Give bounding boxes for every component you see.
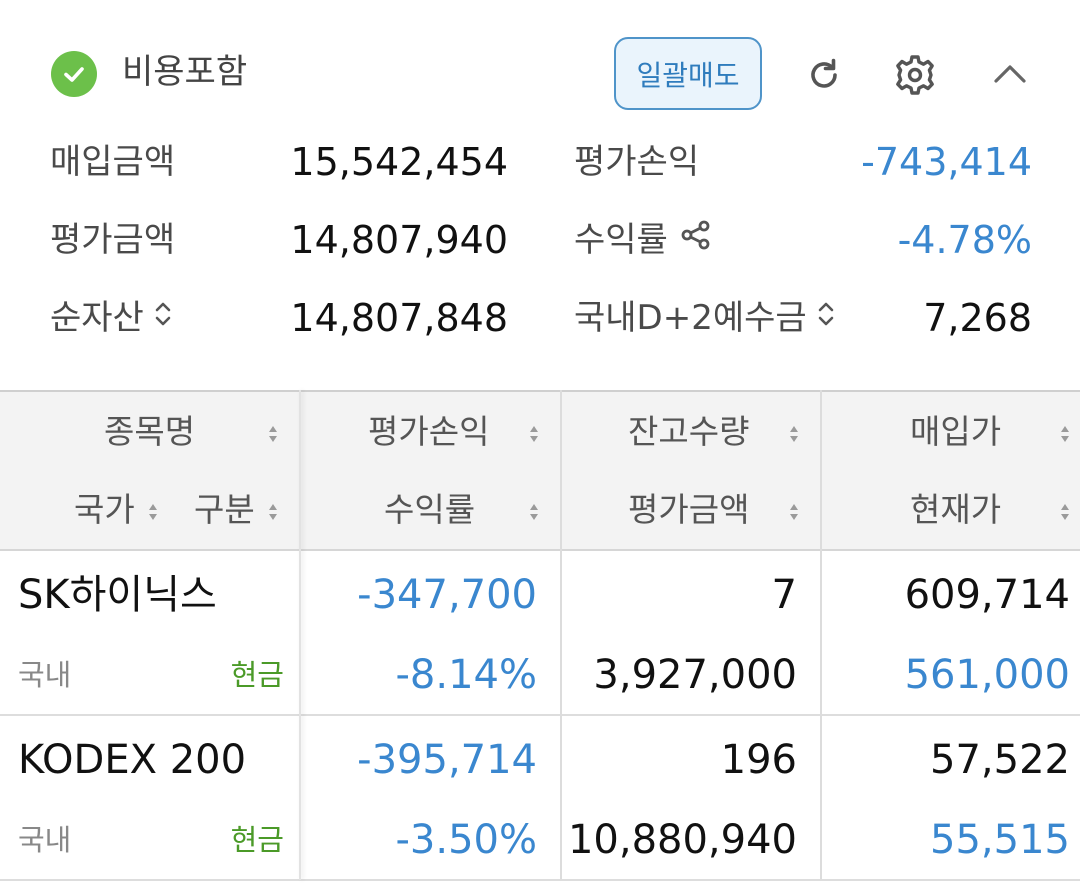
sort-icon[interactable]	[266, 422, 280, 446]
header-return-rate[interactable]: 수익률	[384, 490, 476, 529]
row-purchase-price: 609,714	[904, 572, 1070, 618]
row-current-price: 561,000	[904, 652, 1070, 698]
toggle-icon[interactable]	[817, 296, 835, 340]
include-fees-check-icon[interactable]	[51, 51, 97, 97]
share-icon[interactable]	[680, 218, 712, 262]
row-current-price: 55,515	[930, 817, 1070, 863]
stock-country: 국내	[18, 658, 72, 692]
row-quantity: 7	[771, 572, 797, 618]
stock-type: 현금	[230, 823, 284, 857]
row-eval-amount: 10,880,940	[567, 817, 797, 863]
chevron-up-icon[interactable]	[985, 50, 1035, 100]
row-purchase-price: 57,522	[930, 737, 1070, 783]
sort-icon[interactable]	[527, 500, 541, 524]
stock-type: 현금	[230, 658, 284, 692]
holdings-toolbar: 비용포함 일괄매도	[0, 0, 1080, 130]
stock-name[interactable]: KODEX 200	[18, 737, 247, 783]
deposit-label-group[interactable]: 국내D+2예수금	[574, 296, 835, 340]
holdings-table: 종목명 국가 구분 평가손익 수익률 잔고수량 평가금액 매입가 현재가 SK하…	[0, 390, 1080, 890]
bulk-sell-button[interactable]: 일괄매도	[614, 37, 762, 110]
table-row[interactable]: SK하이닉스 국내 현금 -347,700 -8.14% 7 3,927,000…	[0, 551, 1080, 716]
row-eval-pl: -347,700	[357, 572, 537, 618]
net-assets-label-group[interactable]: 순자산	[50, 296, 172, 340]
purchase-amount-value: 15,542,454	[290, 140, 508, 184]
header-purchase-price[interactable]: 매입가	[910, 412, 1002, 451]
eval-pl-value: -743,414	[861, 140, 1032, 184]
deposit-value: 7,268	[923, 296, 1032, 340]
toggle-icon[interactable]	[154, 296, 172, 340]
row-return-rate: -3.50%	[395, 817, 537, 863]
header-quantity[interactable]: 잔고수량	[628, 412, 750, 451]
sort-icon[interactable]	[787, 500, 801, 524]
header-country[interactable]: 국가	[74, 490, 135, 529]
return-rate-label-group[interactable]: 수익률	[574, 218, 712, 262]
table-header: 종목명 국가 구분 평가손익 수익률 잔고수량 평가금액 매입가 현재가	[0, 390, 1080, 551]
purchase-amount-label: 매입금액	[50, 142, 176, 182]
row-return-rate: -8.14%	[395, 652, 537, 698]
stock-name[interactable]: SK하이닉스	[18, 572, 217, 618]
sort-icon[interactable]	[527, 422, 541, 446]
sort-icon[interactable]	[146, 500, 160, 524]
include-fees-label[interactable]: 비용포함	[122, 52, 248, 92]
sort-icon[interactable]	[787, 422, 801, 446]
table-row[interactable]: KODEX 200 국내 현금 -395,714 -3.50% 196 10,8…	[0, 716, 1080, 881]
stock-country: 국내	[18, 823, 72, 857]
refresh-icon[interactable]	[799, 50, 849, 100]
deposit-label: 국내D+2예수금	[574, 298, 807, 338]
eval-amount-label: 평가금액	[50, 220, 176, 260]
return-rate-value: -4.78%	[897, 218, 1032, 262]
header-eval-amount[interactable]: 평가금액	[628, 490, 750, 529]
eval-amount-value: 14,807,940	[290, 218, 508, 262]
column-divider	[820, 390, 822, 880]
net-assets-value: 14,807,848	[290, 296, 508, 340]
header-current-price[interactable]: 현재가	[910, 490, 1002, 529]
header-type[interactable]: 구분	[194, 490, 255, 529]
row-eval-amount: 3,927,000	[593, 652, 797, 698]
row-eval-pl: -395,714	[357, 737, 537, 783]
header-eval-pl[interactable]: 평가손익	[368, 412, 490, 451]
net-assets-label: 순자산	[50, 298, 144, 338]
header-stock-name[interactable]: 종목명	[104, 412, 196, 451]
column-divider	[560, 390, 562, 880]
sort-icon[interactable]	[1058, 500, 1072, 524]
eval-pl-label: 평가손익	[574, 142, 700, 182]
row-quantity: 196	[720, 737, 797, 783]
return-rate-label: 수익률	[574, 220, 668, 260]
gear-icon[interactable]	[890, 50, 940, 100]
sort-icon[interactable]	[1058, 422, 1072, 446]
sort-icon[interactable]	[266, 500, 280, 524]
frozen-column-divider	[299, 390, 301, 880]
